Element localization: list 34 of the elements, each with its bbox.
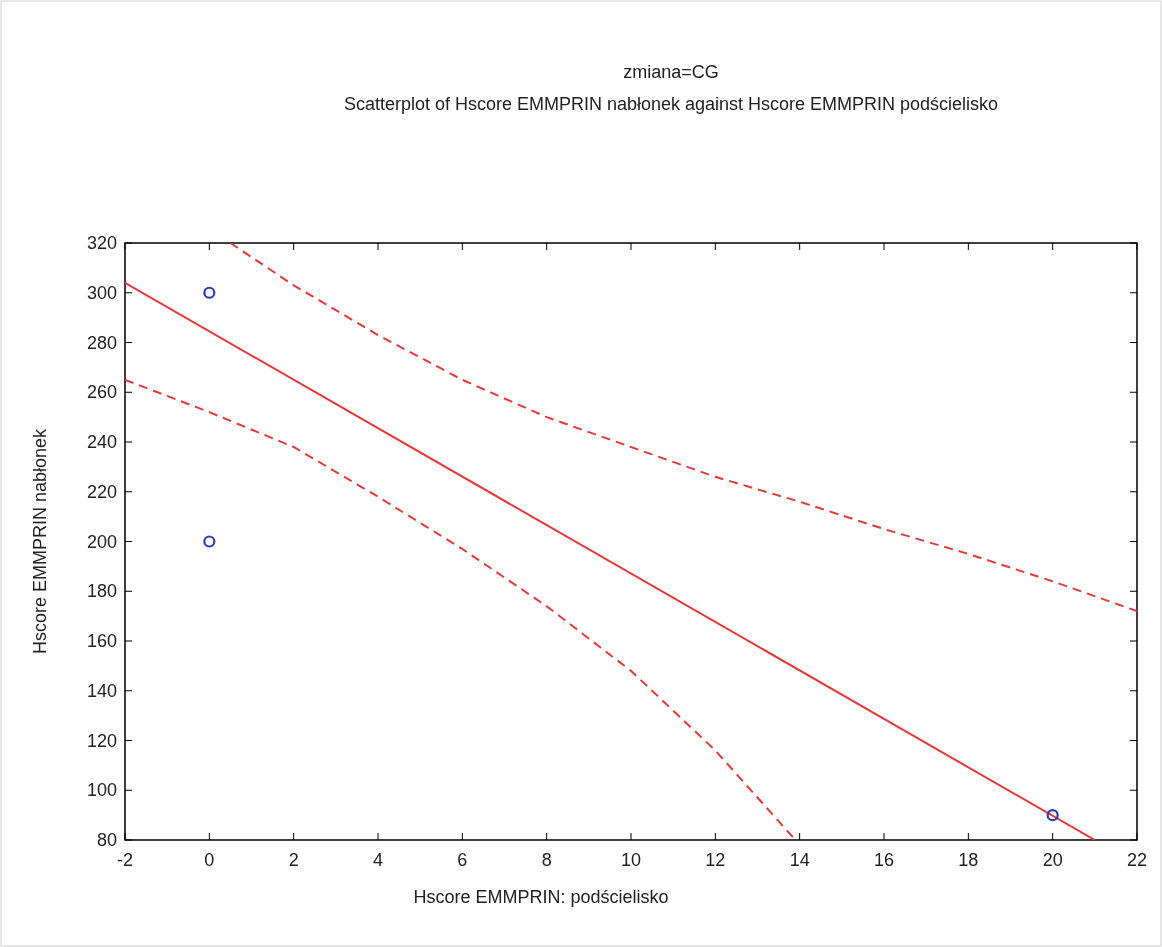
y-tick-label: 260: [86, 382, 117, 403]
x-tick-label: 18: [958, 850, 979, 870]
y-tick-label: 180: [86, 581, 117, 602]
x-tick-label: 16: [873, 850, 895, 870]
point: [203, 286, 216, 299]
x-tick-label: 0: [204, 850, 215, 870]
y-tick-label: 100: [86, 780, 117, 801]
y-tick-label: 200: [86, 531, 117, 552]
point: [1046, 809, 1059, 822]
x-tick-label: 8: [541, 850, 552, 870]
chart-title: zmiana=CG: [623, 62, 719, 82]
y-axis-title: Hscore EMMPRIN nabłonek: [30, 427, 50, 655]
y-tick-label: 300: [86, 282, 117, 303]
y-tick-label: 80: [96, 830, 117, 850]
x-tick-label: 4: [372, 850, 384, 870]
x-axis-title: Hscore EMMPRIN: podścielisko: [413, 887, 669, 907]
line-series: [229, 243, 1137, 613]
x-tick-label: 14: [789, 850, 810, 870]
x-tick-label: 2: [288, 850, 299, 870]
point: [203, 535, 216, 548]
y-tick-label: 140: [86, 680, 117, 701]
y-tick-label: 320: [86, 233, 117, 253]
x-tick-label: 6: [457, 850, 468, 870]
y-tick-label: 240: [86, 432, 117, 452]
chart-subtitle: Scatterplot of Hscore EMMPRIN nabłonek against Hscore EMMPRIN podścielisko: [343, 94, 999, 114]
y-tick-label: 280: [86, 332, 117, 353]
y-tick-label: 160: [86, 631, 117, 651]
y-tick-label: 220: [86, 481, 117, 502]
x-tick-label: 12: [705, 850, 726, 870]
x-tick-label: -2: [116, 850, 134, 870]
x-tick-label: 20: [1042, 850, 1063, 870]
x-tick-label: 22: [1126, 850, 1148, 870]
y-tick-label: 120: [86, 730, 117, 751]
x-tick-label: 10: [620, 850, 642, 870]
